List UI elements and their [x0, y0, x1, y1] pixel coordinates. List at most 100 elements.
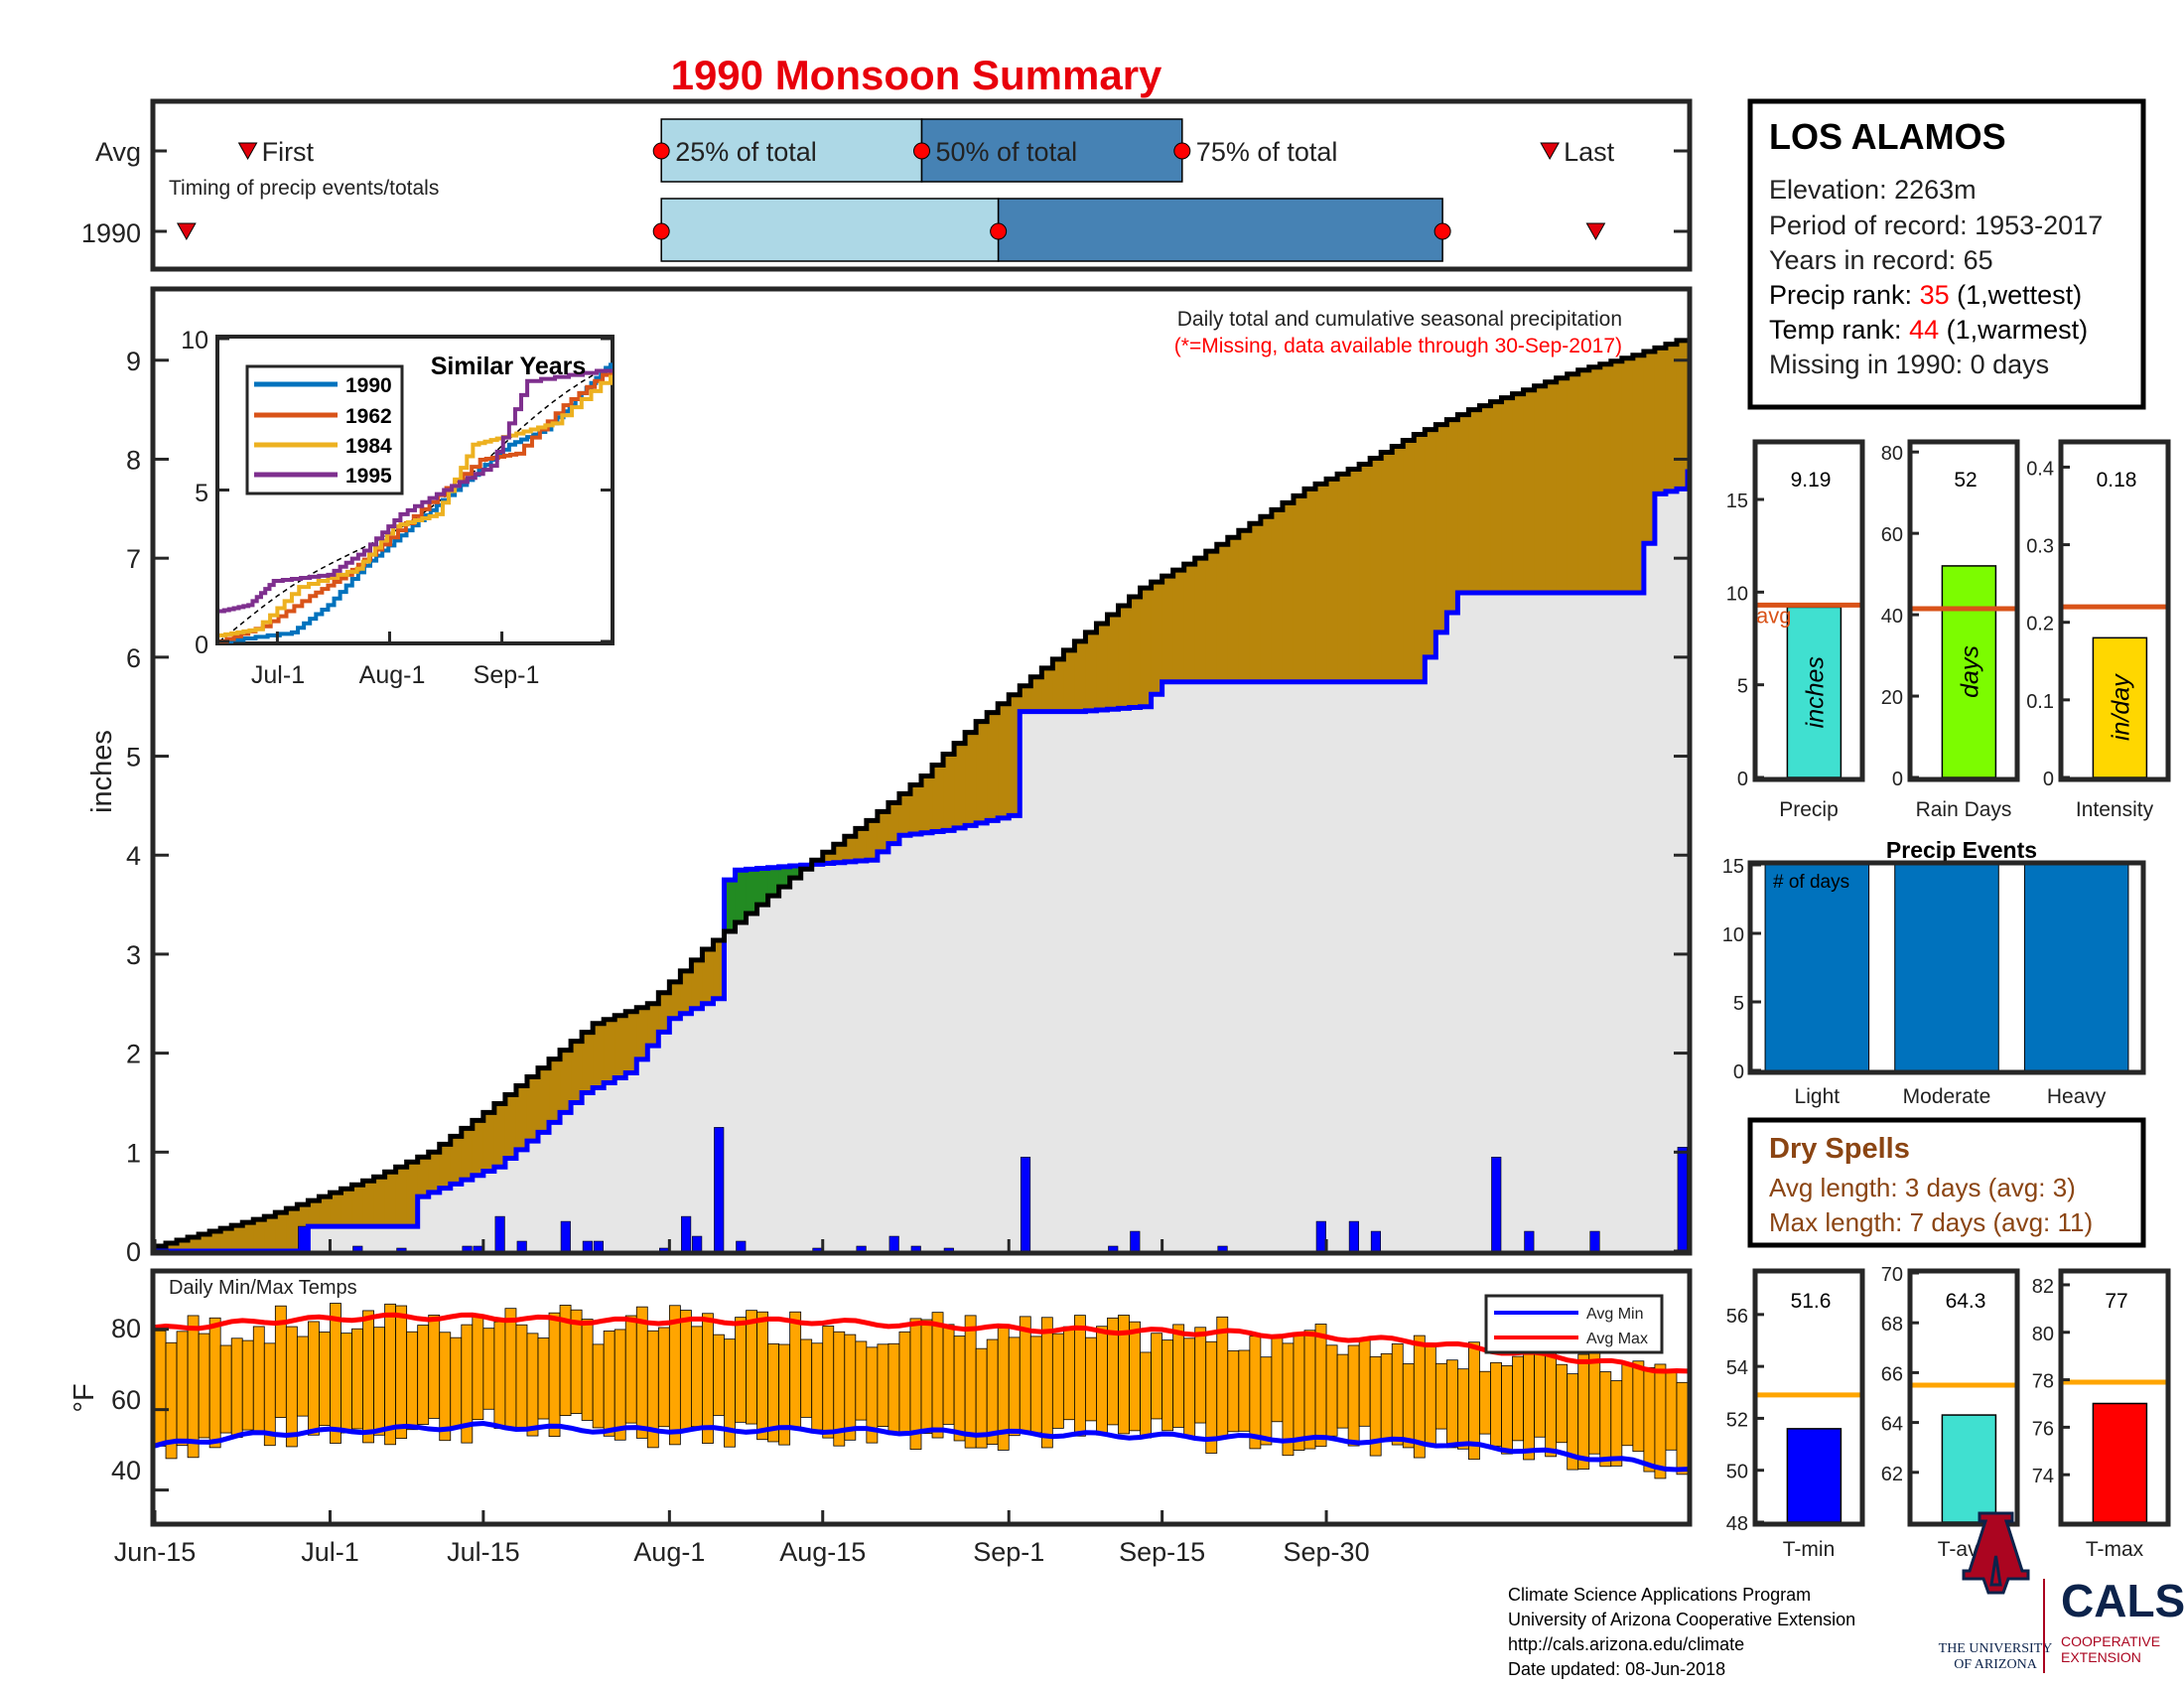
difference-fill-day-108 [1337, 474, 1349, 682]
intensity-bar [2092, 636, 2148, 778]
temp-bar-day-17 [341, 1333, 352, 1434]
temp-bar-day-135 [1632, 1360, 1645, 1453]
difference-fill-day-89 [1129, 597, 1142, 708]
xtick-label-0: Jun-15 [114, 1537, 197, 1567]
precip-avg-text: avg [1756, 603, 1791, 628]
events-ytick-1: 5 [1733, 993, 1744, 1015]
ua-name-line2: OF ARIZONA [1954, 1657, 2038, 1672]
temp-bar-day-27 [450, 1336, 463, 1430]
difference-fill-day-114 [1403, 440, 1415, 682]
difference-fill-day-2 [177, 1240, 189, 1251]
precip-frame [1752, 439, 1865, 782]
difference-fill-day-104 [1293, 495, 1305, 682]
temp-bar-day-104 [1293, 1333, 1305, 1451]
temp-bar-day-123 [1501, 1365, 1513, 1455]
temp-bar-day-91 [1151, 1333, 1163, 1420]
daily-precip-bar-13 [714, 1127, 725, 1252]
footer-line1: Climate Science Applications Program [1508, 1585, 1811, 1605]
daily-precip-bar-20 [1020, 1156, 1031, 1252]
temp-bar-day-63 [844, 1334, 857, 1441]
difference-fill-day-125 [1523, 389, 1536, 594]
difference-fill-day-18 [351, 1185, 364, 1227]
event-label-heavy: Heavy [2047, 1085, 2107, 1108]
difference-fill-day-70 [921, 775, 933, 833]
t-avg-ytick-4: 70 [1881, 1264, 1903, 1286]
temp-bar-day-128 [1556, 1363, 1569, 1444]
intensity-frame [2058, 439, 2171, 782]
difference-fill-day-86 [1096, 623, 1109, 711]
difference-fill-day-37 [560, 1050, 572, 1113]
difference-fill-day-76 [987, 712, 999, 821]
difference-fill-day-112 [1381, 452, 1393, 682]
difference-fill-day-121 [1479, 405, 1492, 594]
temp-bar-day-51 [713, 1334, 725, 1416]
xtick-label-2: Jul-15 [447, 1537, 520, 1567]
dry-spells-max-length: Max length: 7 days (avg: 11) [1769, 1207, 2093, 1237]
avg-cumulative-line [155, 469, 1691, 1254]
y1990-box-25-50 [660, 198, 1000, 262]
difference-fill-day-74 [965, 732, 977, 826]
main-annotation-line2: (*=Missing, data available through 30-Se… [1174, 335, 1622, 357]
difference-fill-day-4 [199, 1234, 210, 1251]
main-ytick-4: 4 [126, 841, 141, 871]
t-max-bar [2092, 1402, 2148, 1523]
avg-box-50-75 [920, 118, 1183, 183]
temp-bar-day-22 [395, 1305, 408, 1439]
temp-bar-day-107 [1325, 1344, 1338, 1437]
difference-fill-day-7 [231, 1225, 243, 1251]
temp-bar-day-47 [668, 1305, 681, 1446]
footer-line2: University of Arizona Cooperative Extens… [1508, 1610, 1855, 1629]
rain-days-frame [1907, 439, 2020, 782]
difference-fill-day-111 [1370, 458, 1382, 682]
difference-fill-day-63 [844, 836, 857, 862]
event-bar-light [1764, 864, 1870, 1071]
rain-days-ytick-4: 80 [1881, 443, 1903, 465]
difference-fill-day-106 [1315, 484, 1327, 682]
difference-fill-day-56 [767, 867, 780, 897]
intensity-ytick-0: 0 [2043, 769, 2054, 790]
temp-bar-day-35 [537, 1337, 550, 1420]
temp-bar-day-137 [1654, 1363, 1667, 1479]
difference-fill-day-79 [1020, 685, 1031, 712]
temp-bar-day-70 [920, 1319, 933, 1435]
temp-bar-day-89 [1129, 1321, 1141, 1432]
difference-fill-day-95 [1194, 558, 1207, 682]
station-info-box: LOS ALAMOS Elevation: 2263m Period of re… [1747, 98, 2146, 410]
difference-fill-day-27 [450, 1136, 463, 1185]
difference-fill-day-38 [571, 1041, 583, 1103]
temps-line-avg-max [154, 1312, 1689, 1374]
station-precip-rank: Precip rank: 35 (1,wettest) [1769, 280, 2082, 310]
avg-q75-marker [1173, 142, 1191, 160]
footer-link[interactable]: http://cals.arizona.edu/climate [1508, 1634, 1744, 1654]
temp-bar-day-26 [439, 1332, 452, 1442]
inset-legend-item-1990: 1990 [254, 374, 392, 397]
cumulative-precip-panel: inches 0 1 2 3 4 5 6 7 8 9 Daily total and cumula… [86, 286, 1693, 1267]
events-ytick-0: 0 [1733, 1061, 1744, 1083]
t-min-ytick-0: 48 [1726, 1513, 1748, 1535]
difference-fill-day-87 [1107, 614, 1120, 710]
difference-fill-day-124 [1512, 393, 1525, 594]
inset-xtick-aug: Aug-1 [359, 661, 426, 689]
temp-bar-day-3 [187, 1315, 200, 1459]
daily-precip-bar-28 [1524, 1230, 1535, 1252]
xtick-label-1: Jul-1 [301, 1537, 359, 1567]
difference-fill-day-117 [1435, 424, 1447, 633]
temp-bar-day-136 [1643, 1366, 1656, 1473]
difference-fill-day-50 [702, 948, 715, 1004]
difference-fill-day-98 [1227, 537, 1240, 682]
cals-sub1: COOPERATIVE [2061, 1633, 2160, 1649]
cumulative-precip-marks [155, 291, 1691, 1254]
temp-bar-day-124 [1512, 1355, 1524, 1442]
precip-rank-value: 35 [1920, 280, 1950, 310]
cals-logo: CALS COOPERATIVE EXTENSION [2061, 1575, 2184, 1665]
temp-bar-day-125 [1523, 1351, 1535, 1461]
station-elevation: Elevation: 2263m [1769, 175, 1977, 205]
t-max-label: T-max [2086, 1538, 2144, 1561]
temp-bar-day-117 [1434, 1362, 1447, 1430]
inset-legend-item-1995: 1995 [254, 465, 392, 488]
season-stat-bars: 9.19 Precip inches 0 5 10 15 avg 52 Rain Days days… [1726, 439, 2171, 821]
difference-fill-day-92 [1161, 576, 1174, 682]
inset-title: Similar Years [431, 352, 587, 380]
temp-bar-day-134 [1621, 1362, 1634, 1447]
temps-ytick-80: 80 [111, 1314, 141, 1343]
